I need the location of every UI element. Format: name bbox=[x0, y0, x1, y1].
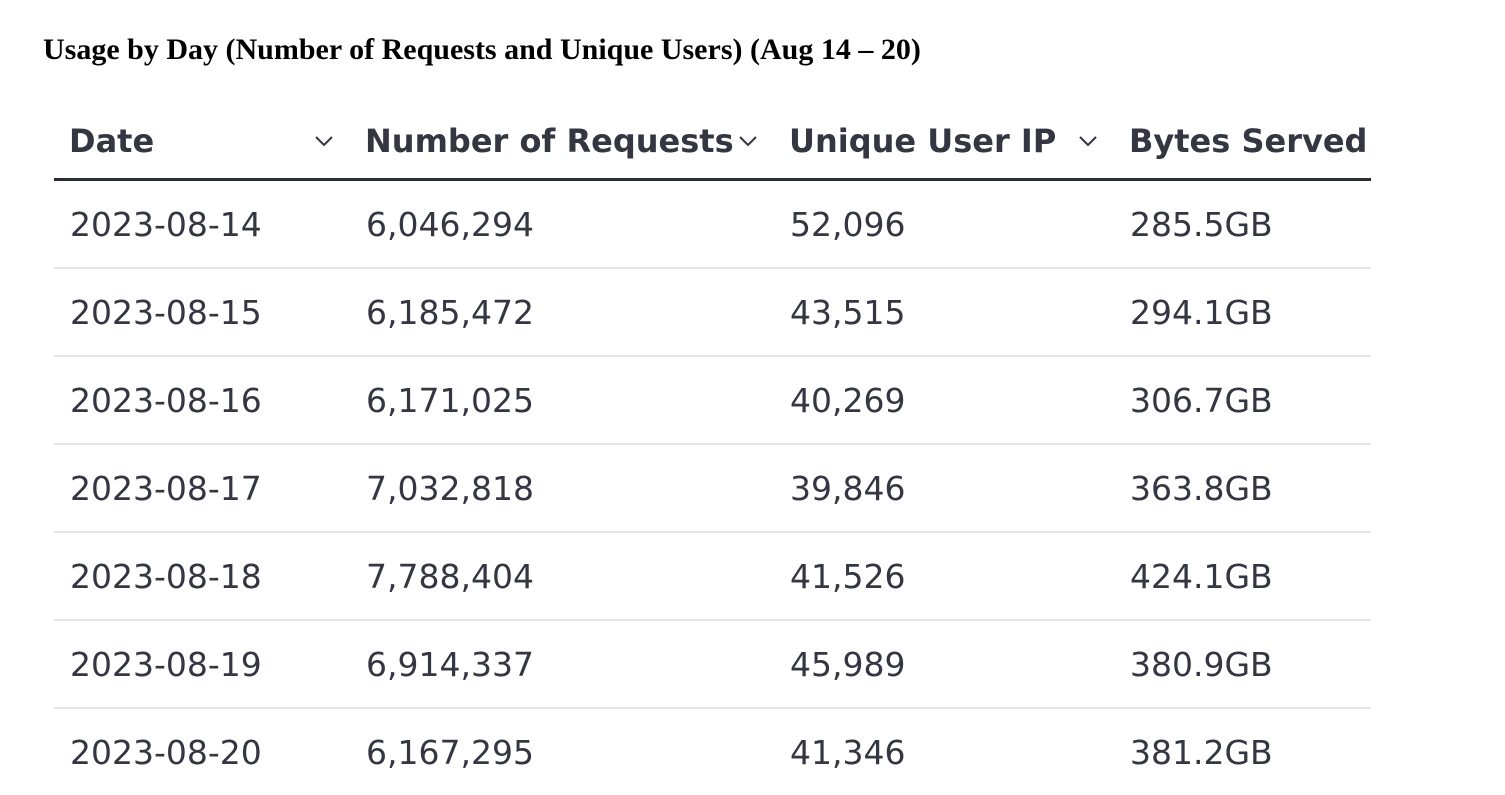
cell-bytes: 285.5GB bbox=[1114, 179, 1371, 269]
cell-date: 2023-08-20 bbox=[70, 732, 262, 772]
cell-requests: 6,167,295 bbox=[366, 732, 534, 772]
cell-date: 2023-08-16 bbox=[54, 356, 350, 445]
cell-requests: 6,185,472 bbox=[350, 268, 774, 357]
cell-unique-ips: 40,269 bbox=[774, 356, 1114, 445]
cell-unique-ips: 43,515 bbox=[774, 268, 1114, 357]
table-row: 2023-08-20 6,167,295 41,346 381.2GB bbox=[54, 708, 1371, 795]
cell-bytes: 294.1GB bbox=[1114, 268, 1371, 357]
cell-bytes: 380.9GB bbox=[1114, 620, 1371, 709]
table-row: 2023-08-14 6,046,294 52,096 285.5GB bbox=[54, 179, 1371, 269]
cell-unique-ips: 45,989 bbox=[774, 620, 1114, 709]
cell-requests: 6,914,337 bbox=[350, 620, 774, 709]
table-header-row: Date Number of Requests bbox=[54, 104, 1371, 181]
cell-requests: 6,046,294 bbox=[350, 179, 774, 269]
cell-bytes: 381.2GB bbox=[1130, 732, 1273, 772]
chevron-down-icon[interactable] bbox=[736, 129, 760, 153]
column-header-label: Unique User IP bbox=[789, 122, 1057, 160]
cell-date: 2023-08-19 bbox=[54, 620, 350, 709]
cell-date: 2023-08-17 bbox=[54, 444, 350, 533]
cell-bytes: 424.1GB bbox=[1114, 532, 1371, 621]
cell-requests: 7,032,818 bbox=[350, 444, 774, 533]
column-header-label: Number of Requests bbox=[365, 122, 734, 160]
column-header-label: Date bbox=[69, 122, 155, 160]
column-header-label: Bytes Served bbox=[1129, 122, 1368, 160]
column-header-unique-user-ip[interactable]: Unique User IP bbox=[774, 104, 1114, 181]
cell-unique-ips: 39,846 bbox=[774, 444, 1114, 533]
usage-table: Date Number of Requests bbox=[54, 104, 1371, 795]
cell-unique-ips: 41,526 bbox=[774, 532, 1114, 621]
cell-unique-ips: 41,346 bbox=[790, 732, 906, 772]
column-header-number-of-requests[interactable]: Number of Requests bbox=[350, 104, 774, 181]
chevron-down-icon[interactable] bbox=[312, 129, 336, 153]
chevron-down-icon[interactable] bbox=[1076, 129, 1100, 153]
cell-bytes: 306.7GB bbox=[1114, 356, 1371, 445]
cell-requests: 6,171,025 bbox=[350, 356, 774, 445]
usage-table-container: Date Number of Requests bbox=[54, 104, 1371, 795]
table-row: 2023-08-18 7,788,404 41,526 424.1GB bbox=[54, 532, 1371, 621]
cell-unique-ips: 52,096 bbox=[774, 179, 1114, 269]
table-row: 2023-08-15 6,185,472 43,515 294.1GB bbox=[54, 268, 1371, 357]
table-row: 2023-08-19 6,914,337 45,989 380.9GB bbox=[54, 620, 1371, 709]
cell-bytes: 363.8GB bbox=[1114, 444, 1371, 533]
page-title: Usage by Day (Number of Requests and Uni… bbox=[43, 33, 921, 66]
column-header-date[interactable]: Date bbox=[54, 104, 350, 181]
column-header-bytes-served[interactable]: Bytes Served bbox=[1114, 104, 1371, 181]
cell-date: 2023-08-18 bbox=[54, 532, 350, 621]
table-row: 2023-08-16 6,171,025 40,269 306.7GB bbox=[54, 356, 1371, 445]
cell-requests: 7,788,404 bbox=[350, 532, 774, 621]
table-row: 2023-08-17 7,032,818 39,846 363.8GB bbox=[54, 444, 1371, 533]
cell-date: 2023-08-15 bbox=[54, 268, 350, 357]
cell-date: 2023-08-14 bbox=[54, 179, 350, 269]
